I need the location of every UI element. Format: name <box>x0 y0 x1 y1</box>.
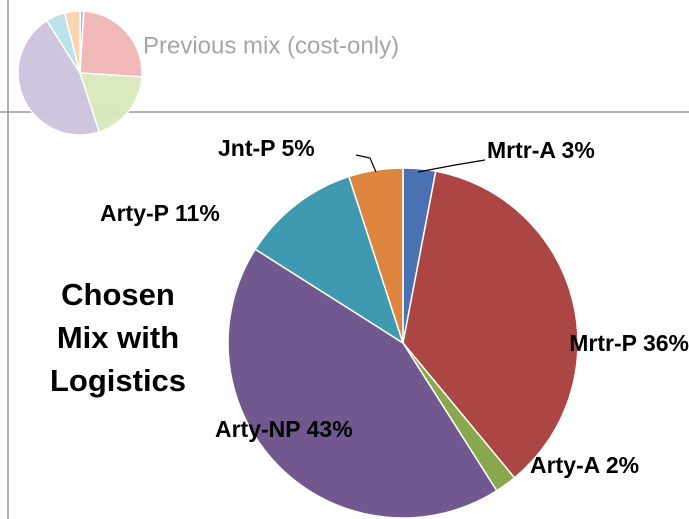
chosen-pie: Mrtr-A 3%Mrtr-P 36%Arty-A 2%Arty-NP 43%A… <box>100 135 689 519</box>
pie-slice <box>227 248 498 519</box>
category-name: Arty-P <box>100 200 169 226</box>
value-label: 43% <box>307 416 353 442</box>
previous-pie <box>17 10 143 136</box>
data-label: Arty-A 2% <box>530 452 639 478</box>
category-name: Arty-NP <box>215 416 300 442</box>
data-label: Jnt-P 5% <box>218 135 315 161</box>
data-label: Arty-NP 43% <box>215 416 353 442</box>
category-name: Mrtr-A <box>487 137 555 163</box>
data-label: Arty-P 11% <box>100 200 220 226</box>
value-label: 36% <box>643 330 689 356</box>
pie-slice <box>17 19 101 136</box>
leader-line <box>417 159 486 173</box>
pie-slice <box>63 10 81 74</box>
leader-line <box>355 154 377 173</box>
value-label: 11% <box>175 200 220 226</box>
category-name: Arty-A <box>530 452 600 478</box>
pie-slice <box>254 175 405 345</box>
data-label: Mrtr-A 3% <box>487 137 595 163</box>
value-label: 5% <box>281 135 314 161</box>
category-name: Mrtr-P <box>569 330 636 356</box>
chosen-title: Chosen Mix with Logistics <box>50 277 186 398</box>
pie-slice <box>78 72 143 133</box>
value-label: 3% <box>562 137 595 163</box>
value-label: 2% <box>606 452 639 478</box>
data-label: Mrtr-P 36% <box>569 330 689 356</box>
pie-slice <box>79 10 143 78</box>
pie-slice <box>402 170 579 479</box>
previous-title: Previous mix (cost-only) <box>143 32 399 59</box>
category-name: Jnt-P <box>218 135 275 161</box>
